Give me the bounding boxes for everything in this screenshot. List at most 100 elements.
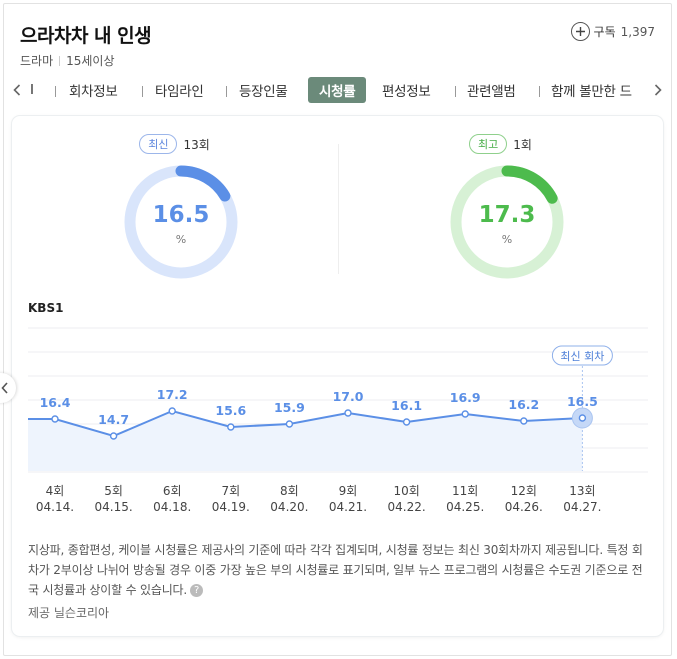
date-tick: 04.18. [153, 500, 192, 514]
episode-tick: 8회 [280, 484, 299, 498]
latest-rating-donut [124, 165, 238, 279]
x-axis-label: 4회 04.14. [25, 483, 85, 515]
subscriber-count: 1,397 [620, 24, 655, 39]
latest-episode-pill [551, 345, 613, 366]
date-tick: 04.26. [504, 500, 543, 514]
episode-tick: 12회 [510, 484, 537, 498]
tab-albums[interactable]: 관련앨범 [467, 84, 516, 100]
data-label: 16.2 [508, 397, 539, 412]
data-label: 17.0 [333, 389, 364, 404]
data-point [461, 410, 469, 418]
best-badge: 최고 [469, 134, 508, 154]
date-tick: 04.14. [35, 500, 75, 514]
tab-divider [226, 86, 227, 97]
episode-tick: 4회 [45, 484, 65, 498]
data-point [578, 414, 587, 422]
date-tick: 04.22. [387, 500, 426, 514]
plus-icon [570, 22, 590, 41]
tab-schedule[interactable]: 편성정보 [382, 84, 431, 100]
x-axis-label: 6회 04.18. [142, 483, 202, 515]
best-rating-panel: 최고 1회 17.3 % [338, 116, 663, 296]
episode-tick: 7회 [221, 484, 241, 498]
date-tick: 04.25. [446, 500, 485, 514]
ratings-chart-svg: 16.4 14.7 17.2 15.6 15.9 17.0 16.1 16.9 16.2 16.5… [28, 327, 648, 473]
chart-area-fill [28, 411, 583, 471]
date-tick: 04.21. [328, 500, 368, 514]
best-episode: 1회 [513, 137, 532, 152]
data-source: 제공 닐슨코리아 [28, 606, 110, 620]
data-label: 17.2 [157, 387, 188, 402]
date-tick: 04.15. [94, 500, 133, 514]
chevron-right-icon[interactable] [651, 81, 665, 99]
tab-divider [455, 86, 456, 97]
data-point [227, 423, 235, 431]
tab-divider [142, 86, 143, 97]
episode-tick: 11회 [452, 484, 479, 498]
tab-timeline[interactable]: 타임라인 [155, 84, 204, 100]
latest-badge: 최신 [139, 134, 178, 154]
best-rating-donut [450, 165, 564, 279]
data-point [51, 415, 59, 423]
data-label: 15.9 [274, 400, 305, 415]
latest-rating-value: 16.5 [152, 202, 210, 228]
latest-donut-arc [175, 165, 231, 202]
x-axis-label: 8회 04.20. [259, 483, 319, 515]
ratings-card: 최신 13회 16.5 % 최고 1회 17.3 % KBS1 16.4 14.7… [12, 116, 663, 636]
x-axis-label: 12회 04.26. [494, 483, 554, 515]
tab-ratings[interactable]: 시청률 [308, 77, 367, 103]
tab-bar: I 회차정보 타임라인 등장인물 시청률 편성정보 관련앨범 함께 볼만한 드 [0, 74, 677, 106]
data-label: 16.5 [567, 394, 598, 409]
data-label: 14.7 [98, 412, 129, 427]
program-title[interactable]: 으라차차 내 인생 [20, 25, 152, 47]
date-tick: 04.20. [270, 500, 309, 514]
subscribe-button[interactable]: 구독 1,397 [570, 22, 655, 41]
episode-tick: 10회 [393, 484, 420, 498]
tab-episode-info[interactable]: 회차정보 [69, 84, 118, 100]
data-point [520, 417, 528, 425]
episode-tick: 6회 [162, 484, 182, 498]
latest-episode-pill-label: 최신 회차 [560, 350, 604, 363]
meta-divider [59, 55, 61, 66]
program-meta: 드라마 15세이상 [20, 52, 115, 69]
latest-rating-panel: 최신 13회 16.5 % [12, 116, 337, 296]
ratings-line-chart: 16.4 14.7 17.2 15.6 15.9 17.0 16.1 16.9 16.2 16.5… [12, 326, 663, 526]
best-rating-unit: % [501, 233, 513, 246]
tab-divider [55, 86, 56, 97]
episode-tick: 13회 [569, 484, 596, 498]
date-tick: 04.27. [563, 500, 602, 514]
episode-tick: 9회 [338, 484, 358, 498]
data-point [109, 432, 118, 440]
date-tick: 04.19. [211, 500, 250, 514]
panel-divider [338, 144, 339, 274]
x-axis-label: 11회 04.25. [435, 483, 495, 515]
chevron-left-icon[interactable] [10, 81, 24, 99]
tab-cast[interactable]: 등장인물 [239, 84, 288, 100]
best-rating-value: 17.3 [478, 202, 536, 228]
channel-label: KBS1 [28, 301, 64, 315]
data-point [168, 407, 176, 415]
ratings-notice-text: 지상파, 종합편성, 케이블 시청률은 제공사의 기준에 따라 각각 집계되며,… [28, 543, 643, 597]
latest-rating-unit: % [175, 233, 187, 246]
age-rating-label: 15세이상 [66, 54, 115, 68]
genre-label: 드라마 [20, 54, 54, 68]
chevron-left-icon[interactable] [0, 373, 16, 403]
x-axis-label: 9회 04.21. [318, 483, 378, 515]
x-axis-label: 10회 04.22. [377, 483, 437, 515]
ratings-notice: 지상파, 종합편성, 케이블 시청률은 제공사의 기준에 따라 각각 집계되며,… [28, 540, 650, 600]
subscribe-label: 구독 [593, 25, 616, 39]
data-label: 16.4 [40, 395, 71, 410]
x-axis-label: 5회 04.15. [84, 483, 144, 515]
x-axis-label: 7회 04.19. [201, 483, 261, 515]
tab-recommended[interactable]: 함께 볼만한 드 [551, 84, 632, 100]
tab-prev-partial[interactable]: I [30, 82, 34, 98]
data-point [285, 420, 294, 428]
data-label: 16.9 [450, 390, 481, 405]
episode-tick: 5회 [104, 484, 123, 498]
tab-divider [539, 86, 540, 97]
latest-episode: 13회 [183, 137, 210, 152]
data-point [344, 409, 352, 417]
best-donut-arc [501, 165, 558, 204]
help-icon[interactable]: ? [190, 584, 203, 597]
data-point [402, 418, 411, 426]
data-label: 15.6 [215, 403, 246, 418]
